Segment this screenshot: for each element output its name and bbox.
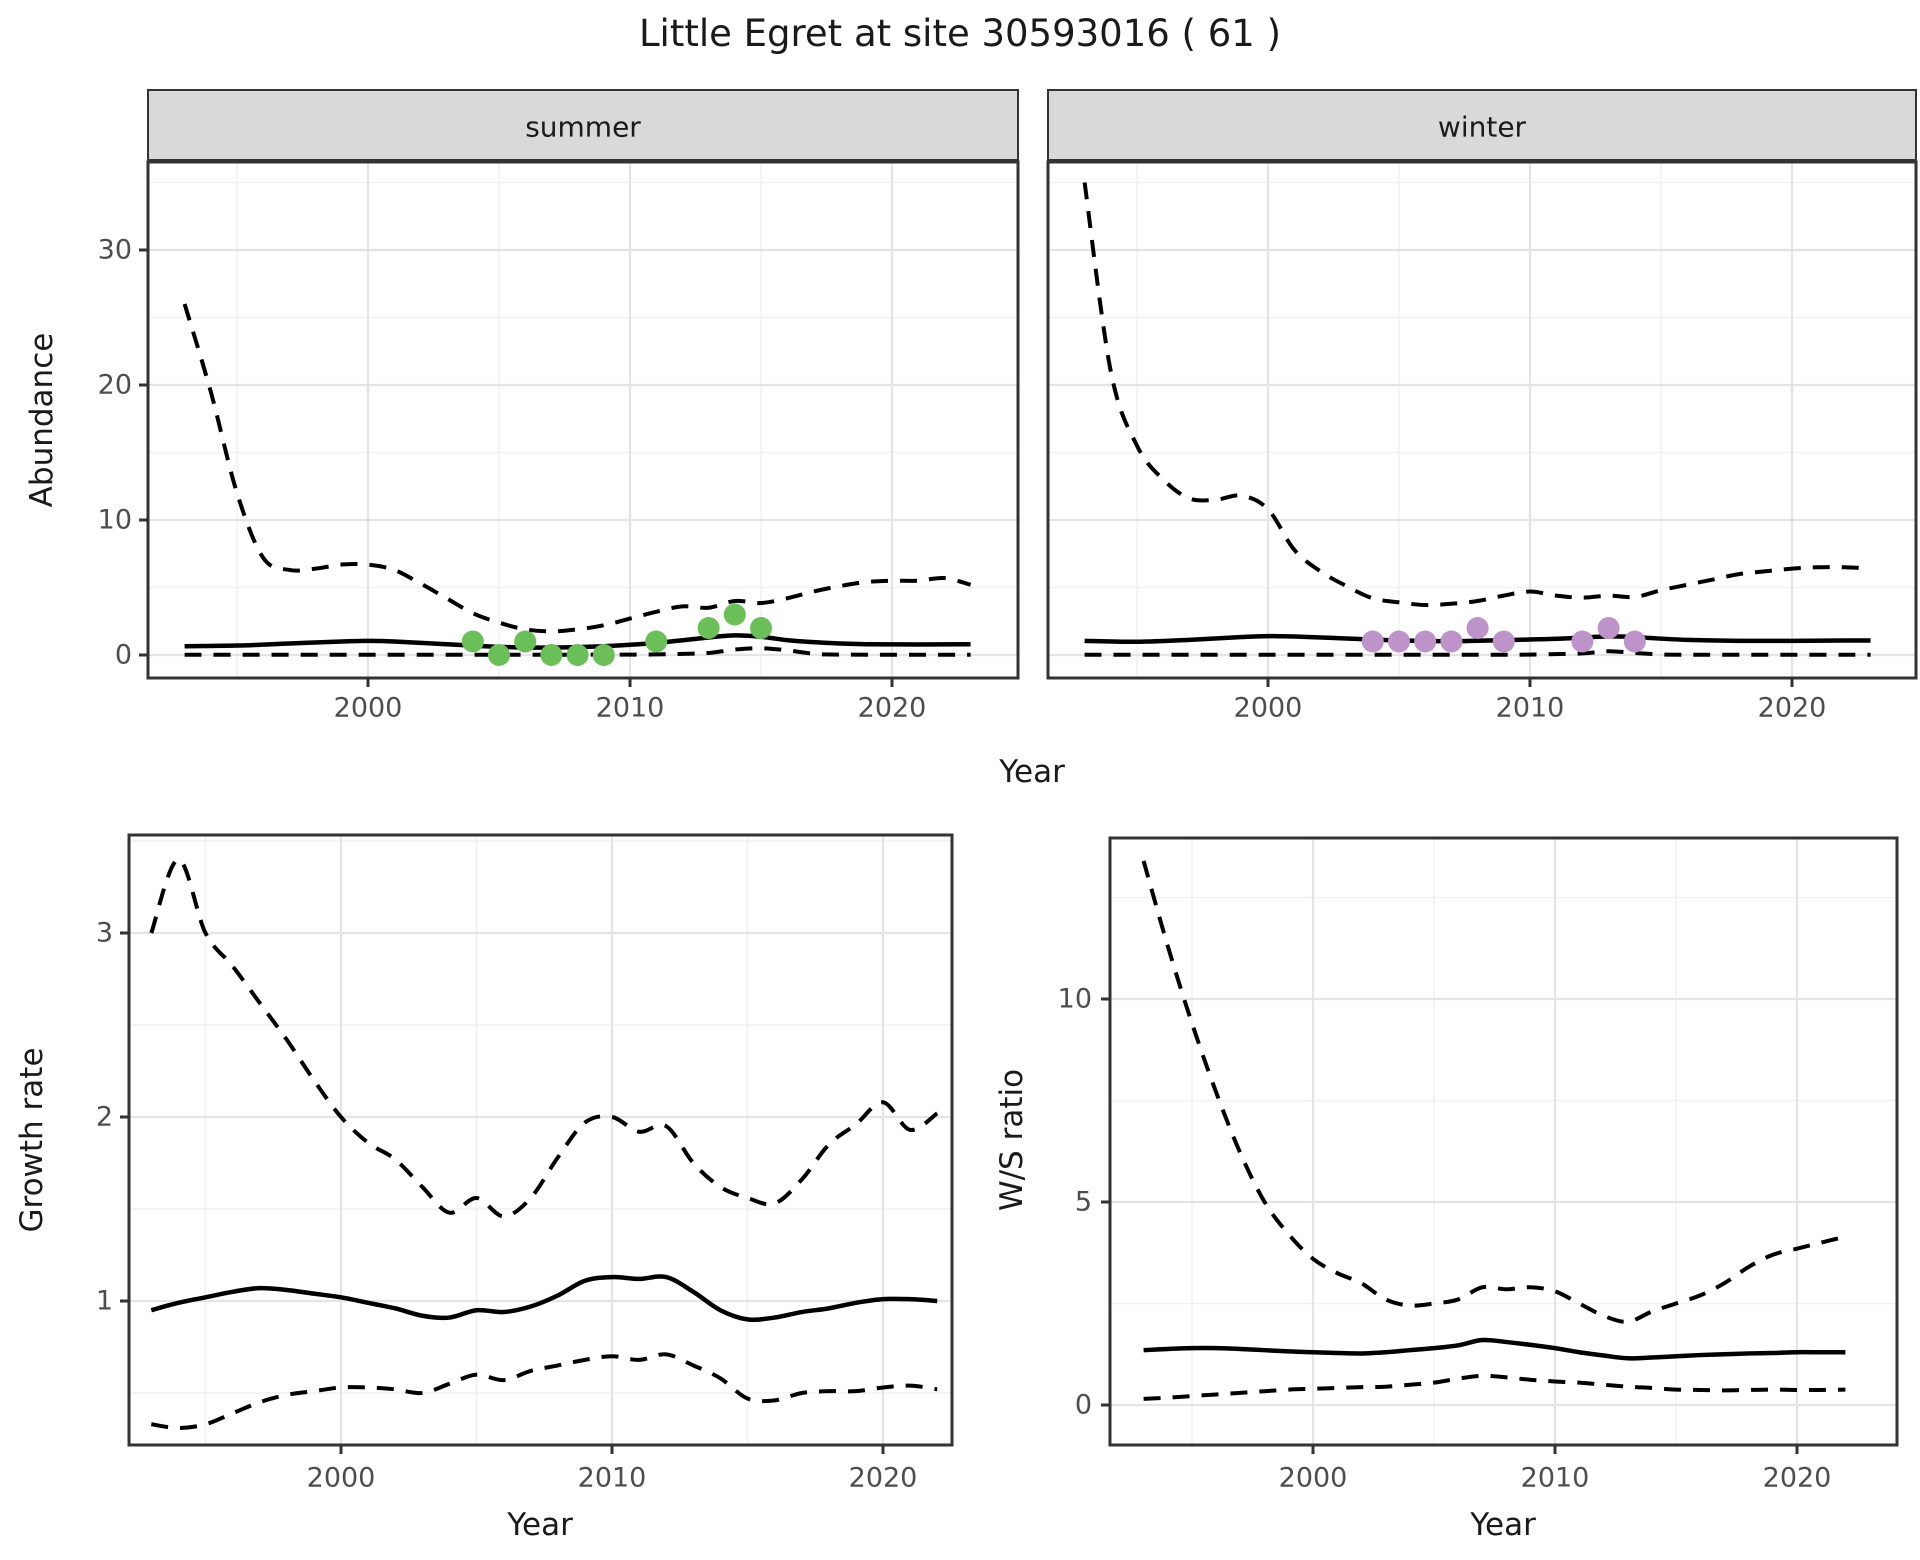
observed-point [461, 630, 484, 653]
gridlines [1110, 838, 1897, 1445]
lower-95ci-line [150, 1352, 938, 1430]
observed-counts-winter [1361, 617, 1646, 653]
upper-95ci-line [182, 303, 972, 634]
panel-border [127, 833, 954, 1447]
mean-line [1084, 633, 1871, 645]
x-tick-label: 2010 [596, 693, 665, 724]
abundance-axis-title: Abundance [24, 333, 60, 508]
abundance-winter-panel: 2000 2010 2020 winter [1046, 89, 1918, 724]
panel-border [146, 160, 1020, 680]
y-tick-label: 10 [1058, 984, 1092, 1015]
observed-point [1388, 630, 1410, 653]
y-tick-label: 1 [96, 1286, 113, 1317]
observed-point [1623, 630, 1646, 653]
x-tick-label: 2020 [1758, 693, 1827, 724]
y-tick-label: 2 [96, 1102, 113, 1133]
observed-point [592, 644, 615, 666]
gridlines [148, 162, 1018, 678]
top-year-axis-title: Year [998, 754, 1065, 790]
ws-year-axis-title: Year [1469, 1507, 1536, 1543]
y-tick-label: 10 [98, 505, 132, 536]
growth-year-axis-title: Year [506, 1507, 573, 1543]
facet-strip-summer [147, 89, 1019, 161]
abundance-summer-panel: 2000 2010 2020 0 10 20 30 summer [98, 89, 1020, 724]
facet-label-summer: summer [525, 111, 641, 144]
growth-rate-panel: 2000 2010 2020 1 2 3 [96, 833, 954, 1494]
observed-point [645, 630, 668, 653]
x-tick-label: 2010 [1496, 693, 1565, 724]
panel-border [1108, 836, 1899, 1447]
mean-line [184, 633, 971, 650]
lower-95ci-line [184, 646, 971, 657]
observed-point [540, 644, 563, 666]
upper-95ci-line [149, 857, 939, 1219]
observed-point [1571, 630, 1594, 653]
x-tick-label: 2000 [1234, 693, 1303, 724]
observed-point [1414, 630, 1437, 653]
mean-line [150, 1274, 938, 1323]
observed-point [723, 603, 746, 626]
x-tick-label: 2010 [1521, 1463, 1590, 1494]
ws-ratio-panel: 2000 2010 2020 0 5 10 [1058, 836, 1899, 1494]
observed-point [750, 617, 772, 639]
upper-95ci-line [1141, 860, 1846, 1324]
observed-point [697, 617, 720, 639]
y-tick-label: 20 [98, 370, 132, 401]
lower-95ci-line [1084, 649, 1871, 657]
ws-axis-title: W/S ratio [994, 1069, 1030, 1211]
gridlines [129, 835, 952, 1445]
observed-point [1492, 630, 1515, 653]
observed-point [488, 644, 510, 666]
facet-strip-winter [1047, 89, 1917, 161]
lower-95ci-line [1143, 1373, 1846, 1401]
y-tick-label: 3 [96, 918, 113, 949]
observed-point [514, 630, 537, 653]
observed-point [1361, 630, 1384, 653]
plot-title: Little Egret at site 30593016 ( 61 ) [638, 12, 1282, 55]
observed-point [1597, 617, 1620, 639]
x-tick-label: 2000 [1279, 1463, 1348, 1494]
y-tick-label: 30 [98, 235, 132, 266]
mean-line [1143, 1337, 1846, 1361]
observed-point [1440, 630, 1463, 653]
facet-label-winter: winter [1438, 111, 1527, 144]
x-tick-label: 2000 [334, 693, 403, 724]
x-tick-label: 2000 [307, 1463, 376, 1494]
x-tick-label: 2020 [849, 1463, 918, 1494]
observed-point [1466, 617, 1489, 639]
growth-axis-title: Growth rate [14, 1047, 50, 1232]
observed-counts-summer [461, 603, 772, 666]
y-tick-label: 5 [1075, 1187, 1092, 1218]
upper-95ci-line [1082, 182, 1871, 608]
y-tick-label: 0 [115, 640, 132, 671]
gridlines [1048, 162, 1916, 678]
x-tick-label: 2010 [578, 1463, 647, 1494]
y-tick-label: 0 [1075, 1390, 1092, 1421]
x-tick-label: 2020 [858, 693, 927, 724]
panel-border [1046, 160, 1918, 680]
observed-point [566, 644, 589, 666]
x-tick-label: 2020 [1763, 1463, 1832, 1494]
